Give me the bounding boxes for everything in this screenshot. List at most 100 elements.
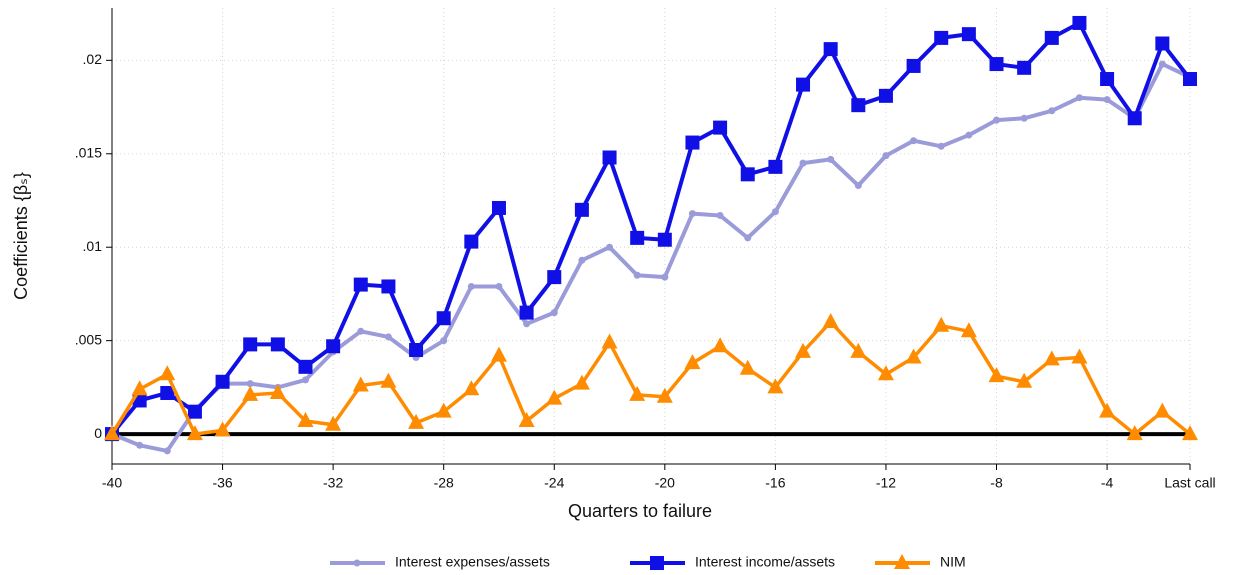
marker	[269, 383, 286, 399]
marker	[381, 279, 396, 294]
marker	[380, 372, 397, 388]
marker	[795, 342, 812, 358]
marker	[685, 135, 700, 150]
y-axis-label: Coefficients {βₛ}	[11, 172, 31, 300]
marker	[1075, 94, 1083, 102]
marker	[325, 415, 342, 431]
marker	[827, 155, 835, 163]
marker	[1017, 60, 1032, 75]
marker	[965, 131, 973, 139]
legend-marker	[353, 559, 361, 567]
legend-label: NIM	[940, 554, 966, 570]
marker	[578, 256, 586, 264]
x-tick-label: -12	[876, 475, 896, 491]
marker	[131, 380, 148, 396]
x-tick-label: -20	[655, 475, 675, 491]
marker	[1182, 425, 1198, 441]
marker	[934, 30, 949, 45]
marker	[187, 404, 202, 419]
marker	[657, 232, 672, 247]
marker	[435, 402, 452, 418]
x-tick-label: -24	[544, 475, 564, 491]
marker	[215, 374, 230, 389]
marker	[1154, 402, 1171, 418]
marker	[905, 348, 922, 364]
marker	[768, 159, 783, 174]
marker	[906, 58, 921, 73]
marker	[989, 57, 1004, 72]
marker	[574, 202, 589, 217]
marker	[352, 376, 369, 392]
marker	[851, 98, 866, 113]
y-tick-label: .01	[83, 238, 103, 254]
x-tick-label: -36	[212, 475, 232, 491]
marker	[633, 271, 641, 279]
x-tick-label: -40	[102, 475, 122, 491]
x-tick-label: -8	[990, 475, 1003, 491]
marker	[822, 312, 839, 328]
marker	[1155, 36, 1170, 51]
marker	[988, 367, 1005, 383]
marker	[850, 342, 867, 358]
marker	[882, 152, 890, 160]
marker	[326, 339, 341, 354]
marker	[684, 354, 701, 370]
marker	[353, 277, 368, 292]
marker	[688, 210, 696, 218]
marker	[712, 337, 729, 353]
marker	[877, 365, 894, 381]
marker	[186, 425, 203, 441]
marker	[547, 270, 562, 285]
series-line	[110, 20, 1192, 436]
marker	[716, 211, 724, 219]
marker	[854, 182, 862, 190]
marker	[384, 333, 392, 341]
marker	[1099, 402, 1116, 418]
marker	[1103, 96, 1111, 104]
x-tick-label: -4	[1101, 475, 1114, 491]
marker	[656, 387, 673, 403]
marker	[606, 243, 614, 251]
x-axis-label: Quarters to failure	[568, 501, 712, 521]
marker	[297, 412, 314, 428]
legend-marker	[894, 554, 910, 569]
marker	[491, 200, 506, 215]
marker	[160, 385, 175, 400]
marker	[1048, 107, 1056, 115]
legend-label: Interest expenses/assets	[395, 554, 550, 570]
x-tick-label: -28	[434, 475, 454, 491]
marker	[159, 365, 176, 381]
marker	[1127, 111, 1142, 126]
marker	[1100, 72, 1115, 87]
marker	[490, 346, 507, 362]
marker	[464, 234, 479, 249]
marker	[495, 282, 503, 290]
marker	[436, 311, 451, 326]
series-line	[110, 320, 1192, 436]
marker	[796, 77, 811, 92]
marker	[546, 389, 563, 405]
marker	[601, 333, 618, 349]
marker	[163, 447, 171, 455]
y-tick-label: .015	[75, 144, 102, 160]
y-tick-label: .005	[75, 331, 102, 347]
marker	[910, 137, 918, 145]
marker	[1072, 15, 1087, 30]
marker	[799, 159, 807, 167]
marker	[771, 208, 779, 216]
marker	[214, 421, 231, 437]
marker	[933, 316, 950, 332]
marker	[519, 305, 534, 320]
marker	[242, 385, 259, 401]
y-tick-label: .02	[83, 51, 103, 67]
marker	[301, 376, 309, 384]
marker	[1043, 350, 1060, 366]
marker	[409, 343, 424, 357]
x-tick-label: -16	[765, 475, 785, 491]
marker	[961, 27, 976, 42]
legend-label: Interest income/assets	[695, 554, 835, 570]
x-tick-label: Last call	[1164, 475, 1215, 491]
marker	[960, 322, 977, 338]
marker	[467, 282, 475, 290]
marker	[767, 378, 784, 394]
